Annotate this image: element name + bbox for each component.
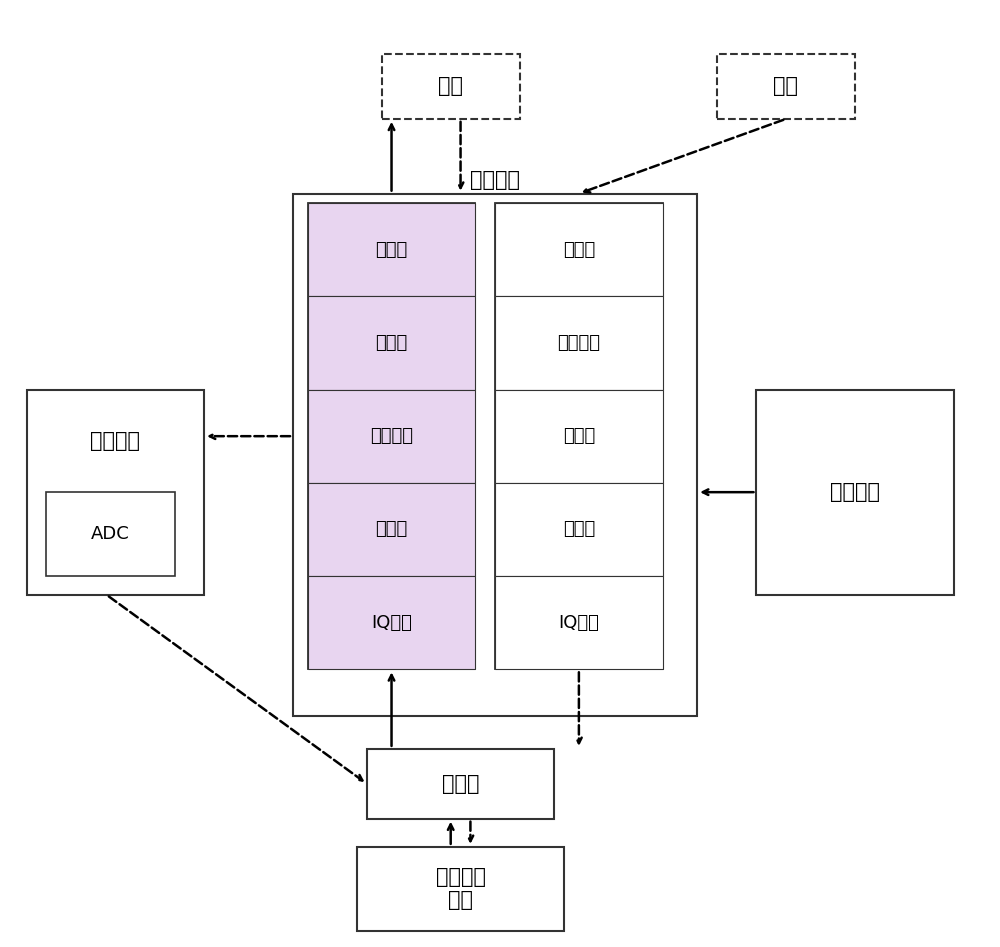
Text: 滤波器: 滤波器 (375, 241, 408, 259)
Bar (495, 576, 663, 670)
Text: 授时模块: 授时模块 (830, 482, 880, 502)
Text: 天线: 天线 (773, 77, 798, 97)
Bar (308, 203, 475, 670)
Bar (357, 847, 564, 931)
Bar (293, 193, 697, 716)
Bar (495, 203, 663, 670)
Text: 前端放大: 前端放大 (557, 334, 600, 352)
Text: 存储器: 存储器 (442, 774, 479, 794)
Bar (308, 389, 475, 483)
Text: 合路器: 合路器 (563, 241, 595, 259)
Bar (308, 483, 475, 576)
Text: 天线: 天线 (438, 77, 463, 97)
Text: 下变频: 下变频 (563, 521, 595, 539)
Text: IQ调制: IQ调制 (371, 614, 412, 632)
Bar (367, 749, 554, 819)
Text: 合路器: 合路器 (375, 334, 408, 352)
Bar (382, 54, 520, 119)
Bar (27, 389, 204, 595)
Text: 采集模块: 采集模块 (90, 431, 140, 451)
Text: 滤波器: 滤波器 (563, 427, 595, 445)
Text: 前端放大: 前端放大 (370, 427, 413, 445)
Bar (495, 296, 663, 389)
Bar (756, 389, 954, 595)
Bar (495, 389, 663, 483)
Text: 射频模块: 射频模块 (470, 170, 520, 189)
Text: ADC: ADC (91, 526, 130, 544)
Bar (46, 492, 175, 576)
Text: 上变频: 上变频 (375, 521, 408, 539)
Bar (717, 54, 855, 119)
Bar (308, 203, 475, 296)
Text: 中央计算
模块: 中央计算 模块 (436, 867, 486, 910)
Bar (308, 296, 475, 389)
Bar (495, 483, 663, 576)
Bar (495, 203, 663, 296)
Bar (308, 576, 475, 670)
Text: IQ解调: IQ解调 (558, 614, 599, 632)
